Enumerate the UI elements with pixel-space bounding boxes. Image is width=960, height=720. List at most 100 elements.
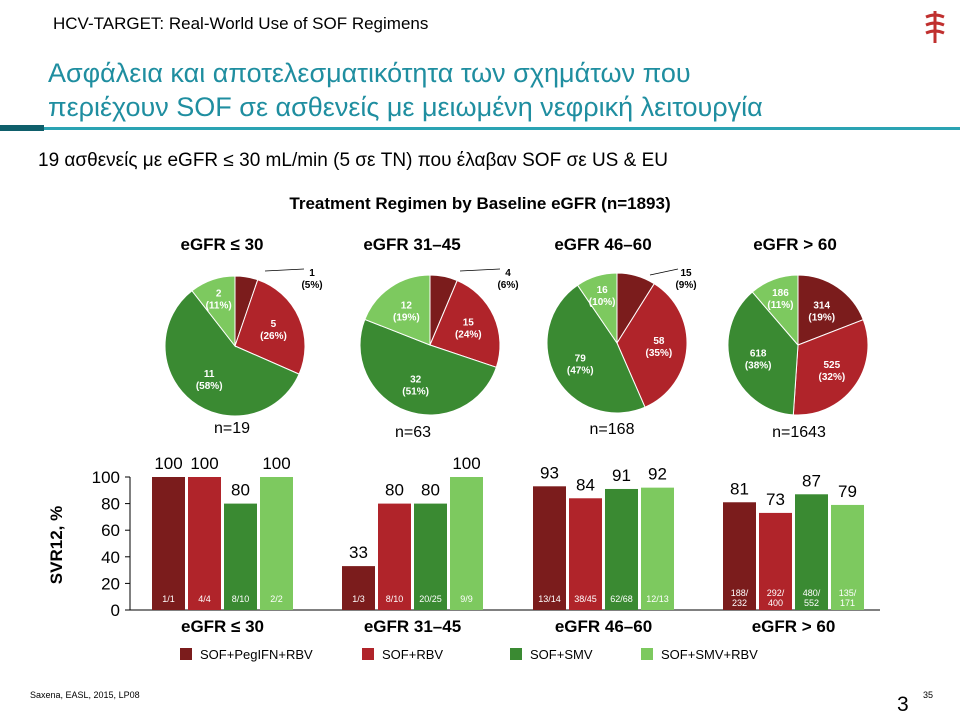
legend-swatch [180,648,192,660]
pie-slice [429,279,501,368]
bar-y-tick-label: 20 [101,574,120,593]
pie-group-label: eGFR ≤ 30 [180,235,263,254]
bar-value-label: 91 [612,466,631,485]
bar [605,488,638,610]
bar-value-label: 100 [262,454,290,473]
pie-slice-pct: (51%) [402,386,429,397]
pie-leader-line [264,268,305,272]
bar [831,504,864,610]
pie-slice-pct: (11%) [206,300,232,311]
bar-fraction-label: 171 [840,598,855,608]
bar-y-tick-label: 60 [101,521,120,540]
pie-slice [164,290,300,417]
bar-fraction-label: 9/9 [460,594,473,604]
bar-value-label: 33 [349,543,368,562]
bar [224,503,257,610]
slide-title-line-2: περιέχουν SOF σε ασθενείς με μειωμένη νε… [48,92,763,122]
bar-value-label: 80 [421,481,440,500]
bar-value-label: 100 [190,454,218,473]
bar-value-label: 93 [540,463,559,482]
bar [569,498,602,610]
pie-slice-pct: (58%) [196,381,223,392]
pie-slice [792,319,869,416]
bar-fraction-label: 1/3 [352,594,365,604]
pie-slice [191,275,236,348]
pie-n-label: n=63 [395,424,431,441]
bar [414,503,447,610]
pie-n-label: n=1643 [772,424,826,441]
bar-fraction-label: 8/10 [386,594,404,604]
slide-subtitle: 19 ασθενείς με eGFR ≤ 30 mL/min (5 σε TN… [38,150,668,171]
title-rule-teal [44,127,960,130]
pie-slice [234,279,306,375]
pie-slice-count: 79 [575,353,587,364]
pie-slice [364,274,431,346]
legend-swatch [362,648,374,660]
pie-slice [616,283,688,408]
pie-slice-pct: (35%) [646,348,673,359]
pie-slice-count: 618 [750,348,767,359]
pie-group-label: eGFR > 60 [753,235,837,254]
bar [533,486,566,610]
legend-label: SOF+SMV+RBV [661,647,758,662]
pie-slice-count: 12 [401,300,413,311]
bar-category-label: eGFR 31–45 [364,617,461,636]
pie-n-label: n=168 [590,421,635,438]
bar-fraction-label: 4/4 [198,594,211,604]
bar-fraction-label: 13/14 [538,594,561,604]
pie-slice-count: 58 [653,336,665,347]
pie-slice-pct: (26%) [260,331,287,342]
pie-slice-count: 15 [680,268,692,279]
chart-area: Treatment Regimen by Baseline eGFR (n=18… [47,194,880,662]
pie-slice-count: 2 [216,288,222,299]
pie-slice-pct: (6%) [497,280,518,291]
pie-slice [546,284,646,414]
bar-fraction-label: 400 [768,598,783,608]
slide-title-line-1: Ασφάλεια και αποτελεσματικότητα των σχημ… [48,58,691,88]
bar-value-label: 73 [766,490,785,509]
bar [450,477,483,610]
bar [342,566,375,610]
bar [378,503,411,610]
pie-slice-count: 4 [505,268,511,279]
bar [759,512,792,610]
bar-fraction-label: 292/ [767,588,785,598]
bar-value-label: 100 [452,454,480,473]
bar-value-label: 79 [838,482,857,501]
pie-slice-pct: (19%) [393,312,420,323]
bar-value-label: 81 [730,479,749,498]
bar [641,487,674,610]
pie-slice-count: 525 [823,360,840,371]
slide-header-label: HCV-TARGET: Real-World Use of SOF Regime… [53,14,429,33]
bar-fraction-label: 480/ [803,588,821,598]
legend-label: SOF+SMV [530,647,593,662]
pie-slice-pct: (32%) [818,372,845,383]
pie-slice-pct: (9%) [675,280,696,291]
bar-fraction-label: 1/1 [162,594,175,604]
bar [795,494,828,610]
pie-leader-line [649,268,679,276]
bar-category-label: eGFR > 60 [752,617,836,636]
pie-slice-pct: (24%) [455,330,482,341]
bar-y-tick-label: 40 [101,548,120,567]
bar-value-label: 80 [231,481,250,500]
pie-slice-count: 186 [772,288,789,299]
pie-slice-count: 314 [813,300,830,311]
bar-fraction-label: 2/2 [270,594,283,604]
legend-label: SOF+RBV [382,647,443,662]
bar-value-label: 80 [385,481,404,500]
pie-slice-count: 16 [597,285,609,296]
pie-slice-count: 11 [204,369,215,380]
pie-slice-pct: (38%) [745,360,772,371]
bar-y-tick-label: 0 [111,601,120,620]
bar-value-label: 87 [802,471,821,490]
bar-fraction-label: 188/ [731,588,749,598]
legend-swatch [641,648,653,660]
caduceus-logo-icon [922,10,948,49]
bar [723,502,756,610]
bar-fraction-label: 552 [804,598,819,608]
bar-category-label: eGFR 46–60 [555,617,652,636]
bar-y-tick-label: 80 [101,495,120,514]
pie-slice-pct: (5%) [301,280,322,291]
pie-group-label: eGFR 31–45 [363,235,460,254]
